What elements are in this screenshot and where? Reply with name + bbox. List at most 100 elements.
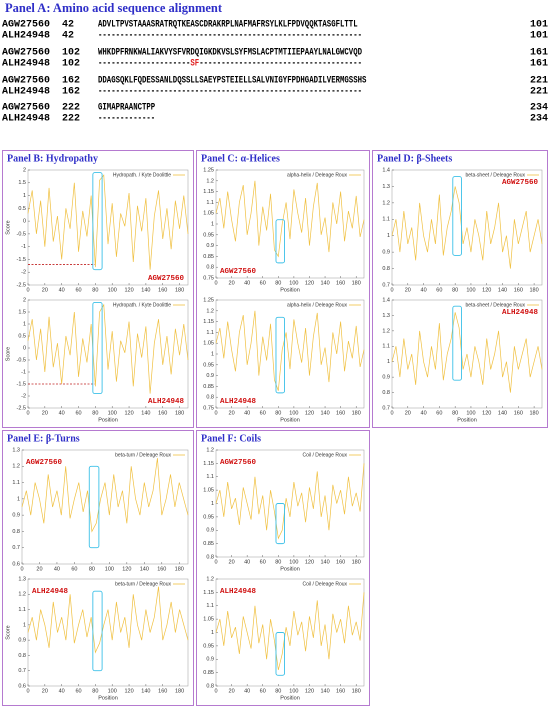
y-tick-label: 0.8 (382, 390, 390, 396)
data-line (215, 592, 365, 671)
y-tick-label: 1.3 (18, 576, 26, 582)
x-tick-label: 180 (530, 410, 539, 416)
x-tick-label: 100 (105, 566, 114, 572)
x-tick-label: 20 (229, 559, 235, 565)
sequence-segment: DDAGSQKLFQDESSANLDQSSLLSAEYPSTEIELLSALVN… (98, 76, 366, 87)
x-tick-label: 60 (260, 559, 266, 565)
x-tick-label: 160 (514, 287, 523, 293)
sequence-start: 42 (62, 20, 74, 31)
x-tick-label: 180 (175, 410, 184, 416)
y-tick-label: -2.5 (17, 405, 26, 411)
y-tick-label: 1.15 (203, 189, 214, 195)
y-tick-label: 1 (211, 221, 214, 227)
x-tick-label: 160 (158, 287, 167, 293)
sequence-segment: ----------------------------------------… (98, 87, 362, 98)
x-tick-label: 100 (108, 410, 117, 416)
panel-frame (196, 150, 370, 428)
x-tick-label: 0 (26, 410, 29, 416)
y-tick-label: 1 (211, 501, 214, 507)
x-tick-label: 80 (92, 688, 98, 694)
legend-label: beta-turn / Deleage Roux (115, 581, 171, 587)
y-tick-label: 1.1 (206, 200, 214, 206)
x-tick-label: 120 (124, 287, 133, 293)
x-tick-label: 40 (244, 280, 250, 286)
x-tick-label: 120 (305, 280, 314, 286)
sequence-end: 101 (530, 20, 548, 31)
x-tick-label: 80 (275, 280, 281, 286)
x-tick-label: 160 (336, 688, 345, 694)
y-tick-label: 1.2 (12, 464, 20, 470)
x-tick-label: 100 (108, 688, 117, 694)
legend-label: Hydropath. / Kyte Doolittle (113, 172, 171, 178)
x-axis-label: Position (280, 695, 300, 701)
highlight-box (92, 301, 103, 395)
x-tick-label: 40 (244, 559, 250, 565)
y-tick-label: 1.2 (382, 328, 390, 334)
sequence-annotation: AGW27560 (502, 179, 539, 187)
y-tick-label: 1 (211, 630, 214, 636)
sequence-name: AGW27560 (2, 48, 50, 59)
x-tick-label: 160 (157, 566, 166, 572)
panel-title: Panel B: Hydropathy (7, 153, 98, 164)
x-tick-label: 180 (175, 566, 184, 572)
data-line (27, 586, 189, 654)
sequence-name: AGW27560 (2, 76, 50, 87)
x-tick-label: 60 (75, 287, 81, 293)
x-tick-label: 0 (26, 287, 29, 293)
x-tick-label: 20 (405, 410, 411, 416)
sequence-name: AGW27560 (2, 103, 50, 114)
y-tick-label: -2 (21, 393, 26, 399)
x-tick-label: 60 (75, 688, 81, 694)
y-tick-label: 0.6 (18, 683, 26, 689)
x-tick-label: 80 (275, 688, 281, 694)
x-tick-label: 140 (320, 410, 329, 416)
alignment-title: Panel A: Amino acid sequence alignment (5, 1, 223, 15)
x-tick-label: 60 (260, 410, 266, 416)
y-tick-label: 0.9 (206, 657, 214, 663)
sequence-annotation: AGW27560 (220, 459, 257, 467)
y-tick-label: -2.5 (17, 282, 26, 288)
y-axis-label: Score (5, 347, 11, 361)
panel-title: Panel E: β-Turns (7, 433, 80, 444)
x-tick-label: 20 (405, 287, 411, 293)
x-tick-label: 60 (436, 287, 442, 293)
x-tick-label: 140 (141, 688, 150, 694)
y-tick-label: 0.8 (382, 266, 390, 272)
y-tick-label: 1 (211, 351, 214, 357)
y-tick-label: 1.1 (206, 474, 214, 480)
y-tick-label: 0.7 (18, 668, 26, 674)
y-tick-label: 1.3 (382, 184, 390, 190)
sequence-segment: --------------------- (98, 59, 190, 70)
sequence-annotation: ALH24948 (220, 588, 257, 596)
sequence-name: ALH24948 (2, 87, 50, 98)
y-tick-label: -2 (21, 270, 26, 276)
x-tick-label: 0 (214, 688, 217, 694)
x-tick-label: 80 (452, 410, 458, 416)
x-tick-label: 100 (466, 287, 475, 293)
x-tick-label: 160 (158, 410, 167, 416)
sequence-name: AGW27560 (2, 20, 50, 31)
panel-title: Panel C: α-Helices (201, 153, 280, 164)
highlight-box (275, 503, 285, 545)
y-tick-label: 0.5 (18, 333, 26, 339)
sequence-segment: ------------- (98, 114, 155, 125)
x-tick-label: 180 (530, 287, 539, 293)
y-tick-label: 0.95 (203, 514, 214, 520)
x-tick-label: 140 (498, 410, 507, 416)
y-tick-label: 0.85 (203, 670, 214, 676)
x-tick-label: 0 (214, 280, 217, 286)
plot-frame (215, 578, 365, 687)
y-tick-label: -1.5 (17, 257, 26, 263)
y-tick-label: 0.7 (12, 545, 20, 551)
x-tick-label: 40 (421, 410, 427, 416)
plot-frame (27, 169, 189, 286)
y-tick-label: 1 (387, 359, 390, 365)
sequence-start: 102 (62, 59, 80, 70)
y-tick-label: 1.05 (203, 617, 214, 623)
x-tick-label: 180 (175, 287, 184, 293)
y-tick-label: 1.1 (12, 480, 20, 486)
sequence-segment: SF (190, 59, 199, 70)
x-tick-label: 140 (498, 287, 507, 293)
y-tick-label: 0.8 (206, 554, 214, 560)
